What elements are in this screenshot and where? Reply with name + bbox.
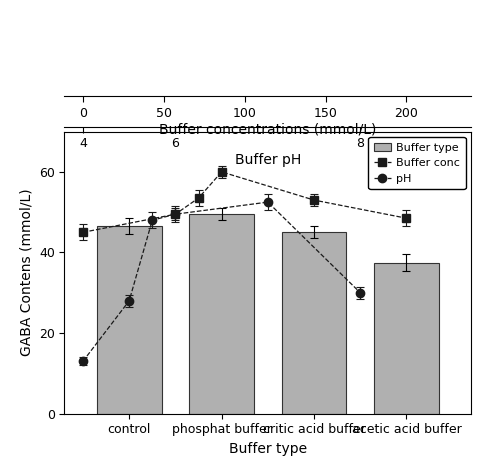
X-axis label: Buffer concentrations (mmol/L): Buffer concentrations (mmol/L) [159,123,376,137]
Bar [97,226,162,414]
Bar [189,214,254,414]
X-axis label: Buffer pH: Buffer pH [235,153,301,167]
X-axis label: Buffer type: Buffer type [229,442,307,456]
Y-axis label: GABA Contens (mmol/L): GABA Contens (mmol/L) [19,189,33,356]
Bar [282,232,346,414]
Legend: Buffer type, Buffer conc, pH: Buffer type, Buffer conc, pH [369,137,466,189]
Bar [374,263,439,414]
